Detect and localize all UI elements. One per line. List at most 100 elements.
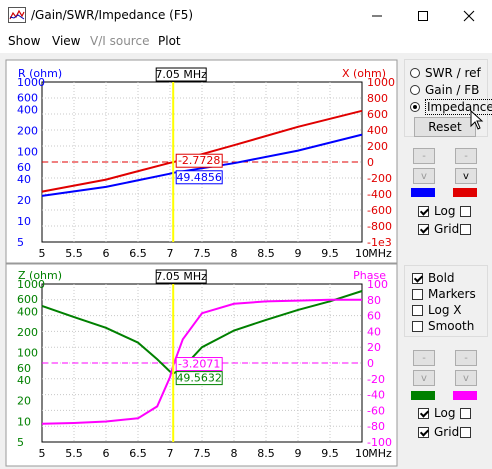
right-axis-down-button[interactable]: v bbox=[455, 168, 477, 184]
reset-button[interactable]: Reset bbox=[414, 117, 476, 137]
right-tick-label: -400 bbox=[367, 188, 392, 201]
right-tick-label: 600 bbox=[367, 108, 388, 121]
bold-label: Bold bbox=[428, 271, 455, 285]
radio-impedance-indicator bbox=[410, 102, 420, 112]
top-log-right-checkbox[interactable] bbox=[460, 206, 471, 217]
window-title: /Gain/SWR/Impedance (F5) bbox=[31, 8, 194, 22]
right-tick-label: 400 bbox=[367, 124, 388, 137]
mouse-cursor-icon bbox=[470, 110, 484, 130]
radio-impedance-label: Impedance bbox=[425, 99, 492, 115]
radio-gain[interactable]: Gain / FB bbox=[410, 82, 479, 98]
left-tick-label: 200 bbox=[17, 326, 38, 339]
bottom-left-axis-down-button[interactable]: v bbox=[413, 370, 435, 386]
radio-swr[interactable]: SWR / ref bbox=[410, 65, 481, 81]
bottom-grid-checkbox[interactable]: Grid bbox=[418, 425, 459, 439]
markers-checkbox[interactable]: Markers bbox=[412, 287, 476, 301]
right-tick-label: -1e3 bbox=[367, 236, 392, 249]
left-tick-label: 1000 bbox=[17, 278, 45, 291]
cursor-frequency-label: 7.05 MHz bbox=[155, 270, 207, 283]
menu-view[interactable]: View bbox=[52, 34, 81, 48]
bottom-right-axis-up-button[interactable]: - bbox=[455, 350, 477, 366]
top-grid-checkbox[interactable]: Grid bbox=[418, 222, 459, 236]
top-grid-checkbox-box bbox=[418, 223, 429, 235]
left-tick-label: 60 bbox=[17, 362, 31, 375]
markers-label: Markers bbox=[428, 287, 476, 301]
left-tick-label: 5 bbox=[17, 436, 24, 449]
value-marker-label: 49.4856 bbox=[176, 171, 222, 184]
x-tick-label: 5.5 bbox=[65, 447, 83, 460]
left-series-color-swatch[interactable] bbox=[411, 188, 435, 197]
right-tick-label: 80 bbox=[367, 294, 381, 307]
close-button[interactable] bbox=[446, 0, 492, 31]
maximize-icon bbox=[418, 10, 428, 21]
bottom-log-label: Log bbox=[434, 406, 456, 420]
x-tick-label: 10 bbox=[355, 447, 369, 460]
left-axis-title: Z (ohm) bbox=[18, 269, 62, 282]
left-tick-label: 10 bbox=[17, 415, 31, 428]
x-tick-label: 7.5 bbox=[193, 447, 211, 460]
right-tick-label: 100 bbox=[367, 278, 388, 291]
right-tick-label: -40 bbox=[367, 389, 385, 402]
bottom-log-right-checkbox[interactable] bbox=[460, 408, 471, 419]
x-tick-label: 8 bbox=[231, 247, 238, 260]
plot-options-group bbox=[404, 265, 488, 337]
right-tick-label: -100 bbox=[367, 436, 392, 449]
right-series-line bbox=[41, 298, 362, 425]
left-tick-label: 600 bbox=[17, 91, 38, 104]
bottom-log-checkbox[interactable]: Log bbox=[418, 406, 455, 420]
bold-checkbox[interactable]: Bold bbox=[412, 271, 455, 285]
left-tick-label: 200 bbox=[17, 125, 38, 138]
title-bar: /Gain/SWR/Impedance (F5) bbox=[0, 0, 492, 31]
x-tick-label: 10 bbox=[355, 247, 369, 260]
left-tick-label: 400 bbox=[17, 305, 38, 318]
app-icon bbox=[8, 7, 26, 23]
left-axis-up-button[interactable]: - bbox=[413, 148, 435, 164]
menu-show[interactable]: Show bbox=[8, 34, 41, 48]
value-marker-box bbox=[175, 371, 223, 386]
x-tick-label: 5 bbox=[39, 247, 46, 260]
value-marker-box bbox=[175, 153, 223, 168]
x-tick-label: 9 bbox=[295, 447, 302, 460]
x-tick-label: 9.5 bbox=[321, 447, 339, 460]
right-tick-label: 1000 bbox=[367, 76, 395, 89]
radio-gain-label: Gain / FB bbox=[425, 83, 480, 97]
right-tick-label: -200 bbox=[367, 172, 392, 185]
left-tick-label: 100 bbox=[17, 347, 38, 360]
left-axis-down-button[interactable]: v bbox=[413, 168, 435, 184]
right-axis-up-button[interactable]: - bbox=[455, 148, 477, 164]
x-tick-label: 8.5 bbox=[257, 247, 275, 260]
bottom-left-series-color-swatch[interactable] bbox=[411, 391, 435, 400]
left-tick-label: 40 bbox=[17, 374, 31, 387]
right-tick-label: 800 bbox=[367, 92, 388, 105]
right-series-color-swatch[interactable] bbox=[453, 188, 477, 197]
radio-swr-indicator bbox=[410, 68, 420, 78]
right-tick-label: -800 bbox=[367, 220, 392, 233]
bottom-grid-right-checkbox[interactable] bbox=[460, 427, 471, 438]
bottom-right-axis-down-button[interactable]: v bbox=[455, 370, 477, 386]
cursor-frequency-label: 7.05 MHz bbox=[155, 68, 207, 81]
left-tick-label: 1000 bbox=[17, 76, 45, 89]
right-tick-label: -80 bbox=[367, 420, 385, 433]
menu-plot[interactable]: Plot bbox=[158, 34, 181, 48]
bottom-right-series-color-swatch[interactable] bbox=[453, 391, 477, 400]
x-tick-label: 8 bbox=[231, 447, 238, 460]
smooth-checkbox[interactable]: Smooth bbox=[412, 319, 474, 333]
x-tick-label: 6 bbox=[103, 447, 110, 460]
left-tick-label: 20 bbox=[17, 395, 31, 408]
bottom-left-axis-up-button[interactable]: - bbox=[413, 350, 435, 366]
left-tick-label: 10 bbox=[17, 215, 31, 228]
x-tick-label: 9.5 bbox=[321, 247, 339, 260]
right-tick-label: -20 bbox=[367, 373, 385, 386]
x-tick-label: 7.5 bbox=[193, 247, 211, 260]
top-log-checkbox[interactable]: Log bbox=[418, 204, 455, 218]
left-tick-label: 40 bbox=[17, 173, 31, 186]
menu-bar: Show View V/I source Plot bbox=[0, 31, 492, 53]
logx-checkbox[interactable]: Log X bbox=[412, 303, 461, 317]
right-tick-label: 200 bbox=[367, 140, 388, 153]
radio-impedance[interactable]: Impedance bbox=[410, 99, 492, 115]
maximize-button[interactable] bbox=[400, 0, 446, 31]
minimize-button[interactable] bbox=[354, 0, 400, 31]
top-grid-right-checkbox[interactable] bbox=[460, 224, 471, 235]
